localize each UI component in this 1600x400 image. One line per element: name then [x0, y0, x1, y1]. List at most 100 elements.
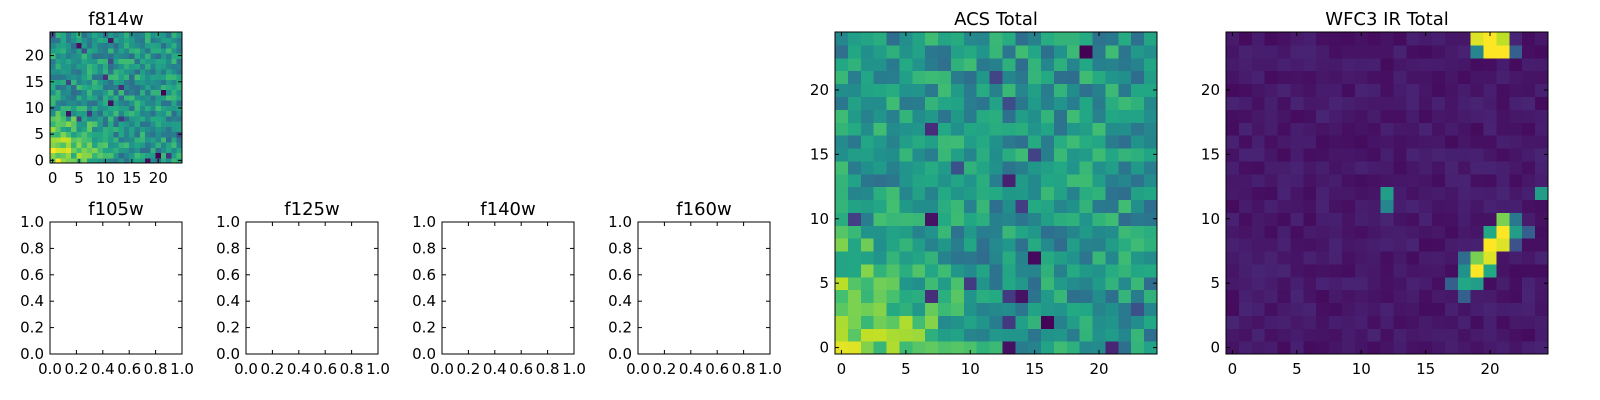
- heatmap-cell: [171, 37, 178, 44]
- heatmap-cell: [860, 96, 875, 110]
- heatmap-cell: [71, 142, 77, 148]
- heatmap-cell: [1470, 83, 1485, 97]
- heatmap-cell: [989, 263, 1004, 278]
- heatmap-cell: [1092, 186, 1107, 201]
- heatmap-cell: [1079, 225, 1094, 239]
- heatmap-cell: [1341, 135, 1356, 149]
- heatmap-cell: [1419, 225, 1433, 239]
- heatmap-cell: [1264, 160, 1279, 175]
- heatmap-cell: [1329, 147, 1343, 162]
- heatmap-cell: [1277, 263, 1291, 278]
- heatmap-cell: [1079, 212, 1094, 226]
- heatmap-cell: [1303, 96, 1317, 110]
- heatmap-cell: [873, 289, 888, 304]
- heatmap-cell: [176, 152, 183, 159]
- heatmap-cell: [1354, 225, 1369, 239]
- heatmap-cell: [108, 47, 114, 54]
- heatmap-cell: [1316, 44, 1330, 59]
- heatmap-cell: [86, 157, 93, 164]
- heatmap-cell: [1118, 199, 1132, 213]
- heatmap-cell: [1144, 212, 1158, 226]
- heatmap-cell: [1509, 212, 1523, 226]
- heatmap-cell: [1079, 96, 1094, 110]
- heatmap-cell: [55, 136, 62, 143]
- heatmap-cell: [1131, 250, 1145, 265]
- heatmap-cell: [1066, 83, 1081, 97]
- heatmap-cell: [65, 32, 72, 38]
- heatmap-cell: [1419, 57, 1433, 72]
- heatmap-cell: [1341, 160, 1356, 175]
- heatmap-cell: [176, 68, 183, 75]
- heatmap-cell: [1015, 328, 1029, 342]
- heatmap-cell: [134, 84, 141, 91]
- heatmap-cell: [1535, 238, 1549, 252]
- heatmap-cell: [1329, 315, 1343, 329]
- heatmap-cell: [938, 250, 952, 265]
- heatmap-cell: [1015, 109, 1029, 123]
- heatmap-cell: [60, 100, 67, 106]
- heatmap-cell: [1367, 238, 1382, 252]
- heatmap-cell: [1522, 315, 1536, 329]
- x-tick-label: 0.2: [652, 360, 676, 378]
- heatmap-cell: [886, 83, 900, 97]
- heatmap-cell: [76, 100, 83, 106]
- heatmap-cell: [1105, 289, 1119, 304]
- heatmap-cell: [1457, 328, 1472, 342]
- heatmap-cell: [1316, 328, 1330, 342]
- heatmap-cell: [1393, 160, 1407, 175]
- heatmap-cell: [976, 109, 991, 123]
- heatmap-cell: [60, 152, 67, 159]
- heatmap-cell: [1118, 147, 1132, 162]
- heatmap-cell: [873, 57, 888, 72]
- heatmap-cell: [50, 115, 56, 122]
- heatmap-cell: [166, 58, 173, 65]
- heatmap-cell: [1118, 57, 1132, 72]
- heatmap-cell: [150, 100, 157, 106]
- heatmap-cell: [950, 32, 965, 46]
- heatmap-cell: [139, 115, 146, 122]
- heatmap-cell: [65, 84, 72, 91]
- heatmap-cell: [1354, 186, 1369, 201]
- heatmap-cell: [65, 142, 72, 148]
- heatmap-cell: [108, 115, 114, 122]
- heatmap-cell: [1118, 32, 1132, 46]
- heatmap-cell: [1118, 109, 1132, 123]
- heatmap-cell: [102, 152, 109, 159]
- heatmap-cell: [886, 302, 900, 316]
- heatmap-cell: [150, 126, 157, 133]
- heatmap-cell: [1316, 57, 1330, 72]
- heatmap-cell: [155, 110, 162, 117]
- heatmap-cell: [963, 341, 978, 355]
- y-tick-label: 5: [819, 274, 829, 292]
- heatmap-cell: [1432, 122, 1446, 136]
- y-tick-label: 5: [1210, 274, 1220, 292]
- heatmap-cell: [60, 147, 67, 154]
- heatmap-cell: [134, 37, 141, 44]
- heatmap-cell: [1341, 70, 1356, 85]
- x-tick-label: 0.6: [313, 360, 337, 378]
- y-tick-label: 0: [34, 151, 44, 169]
- heatmap-cell: [873, 44, 888, 59]
- heatmap-cell: [1226, 250, 1240, 265]
- heatmap-cell: [1118, 44, 1132, 59]
- heatmap-cell: [134, 58, 141, 65]
- heatmap-cell: [1341, 315, 1356, 329]
- heatmap-cell: [150, 73, 157, 80]
- heatmap-cell: [1329, 83, 1343, 97]
- heatmap-cell: [1406, 250, 1420, 265]
- heatmap-cell: [1496, 32, 1510, 46]
- heatmap-cell: [1509, 173, 1523, 188]
- heatmap-cell: [925, 225, 939, 239]
- heatmap-cell: [60, 115, 67, 122]
- heatmap-cell: [171, 79, 178, 85]
- heatmap-cell: [860, 238, 875, 252]
- heatmap-cell: [176, 73, 183, 80]
- heatmap-cell: [1290, 135, 1304, 149]
- x-tick-label: 0.2: [260, 360, 284, 378]
- heatmap-cell: [86, 100, 93, 106]
- heatmap-cell: [1341, 32, 1356, 46]
- heatmap-cell: [176, 147, 183, 154]
- heatmap-cell: [171, 142, 178, 148]
- heatmap-cell: [81, 115, 88, 122]
- heatmap-cell: [989, 109, 1004, 123]
